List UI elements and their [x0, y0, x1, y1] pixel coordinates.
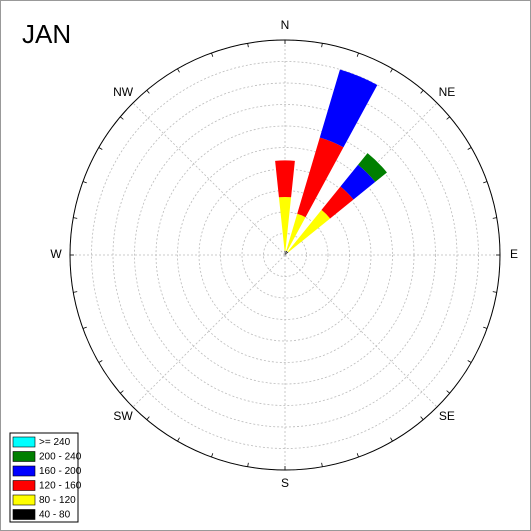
grid-ring — [177, 147, 393, 363]
legend: >= 240 200 - 240 160 - 200 120 - 160 80 - 12… — [9, 432, 82, 523]
tick — [321, 43, 323, 48]
wedge-segment — [284, 250, 286, 255]
tick — [146, 416, 150, 420]
legend-label: 40 - 80 — [39, 510, 71, 521]
direction-label: W — [50, 247, 62, 261]
grid-ring — [241, 211, 329, 299]
wedge-segment — [321, 186, 354, 219]
wedge-segment — [287, 209, 331, 253]
tick — [211, 52, 214, 57]
tick — [390, 68, 393, 73]
direction-label: NW — [113, 85, 134, 99]
legend-label: 200 - 240 — [39, 452, 82, 463]
tick — [73, 217, 78, 219]
tick — [120, 390, 124, 394]
tick — [120, 116, 124, 120]
tick — [356, 453, 359, 458]
tick — [73, 291, 78, 293]
wedge-segment — [285, 250, 288, 255]
wedge-segment — [275, 160, 295, 198]
tick — [321, 462, 323, 467]
legend-box — [9, 432, 79, 523]
legend-label: >= 240 — [39, 437, 71, 448]
direction-label: N — [281, 18, 290, 32]
legend-swatch — [12, 436, 36, 448]
tick — [467, 360, 472, 363]
tick — [467, 147, 472, 150]
direction-label: E — [510, 247, 518, 261]
tick — [247, 462, 249, 467]
legend-swatch — [12, 509, 36, 520]
tick — [390, 437, 393, 442]
legend-swatch — [12, 480, 36, 491]
direction-label: NE — [439, 85, 456, 99]
tick — [98, 147, 103, 150]
direction-label: SW — [113, 409, 133, 423]
tick — [247, 43, 249, 48]
plot: N NE E SE S SW W NW — [50, 18, 518, 490]
chart-title: JAN — [22, 19, 71, 49]
tick — [82, 181, 87, 184]
tick — [492, 217, 497, 219]
grid-ring — [134, 104, 436, 406]
tick — [420, 416, 424, 420]
tick — [483, 181, 488, 184]
legend-label: 120 - 160 — [39, 481, 82, 492]
wedge-segment — [297, 137, 344, 218]
tick — [82, 326, 87, 329]
tick — [420, 90, 424, 94]
wedge-segment — [278, 196, 292, 251]
legend-swatch — [12, 465, 36, 477]
direction-label: SE — [439, 409, 455, 423]
legend-swatch — [12, 451, 36, 462]
tick — [146, 90, 150, 94]
legend-label: 80 - 120 — [39, 495, 76, 506]
tick — [483, 326, 488, 329]
tick — [177, 68, 180, 73]
tick — [356, 52, 359, 57]
tick — [98, 360, 103, 363]
tick — [211, 453, 214, 458]
legend-label: 160 - 200 — [39, 466, 82, 477]
direction-label: S — [281, 476, 289, 490]
wedge-segment — [319, 69, 378, 148]
tick — [177, 437, 180, 442]
tick — [446, 116, 450, 120]
wedge-segment — [340, 164, 376, 200]
legend-swatch — [12, 494, 36, 506]
tick — [446, 390, 450, 394]
tick — [492, 291, 497, 293]
wedge-segment — [358, 153, 387, 182]
wedge-segment — [286, 213, 306, 252]
wedge-segment — [285, 251, 289, 255]
